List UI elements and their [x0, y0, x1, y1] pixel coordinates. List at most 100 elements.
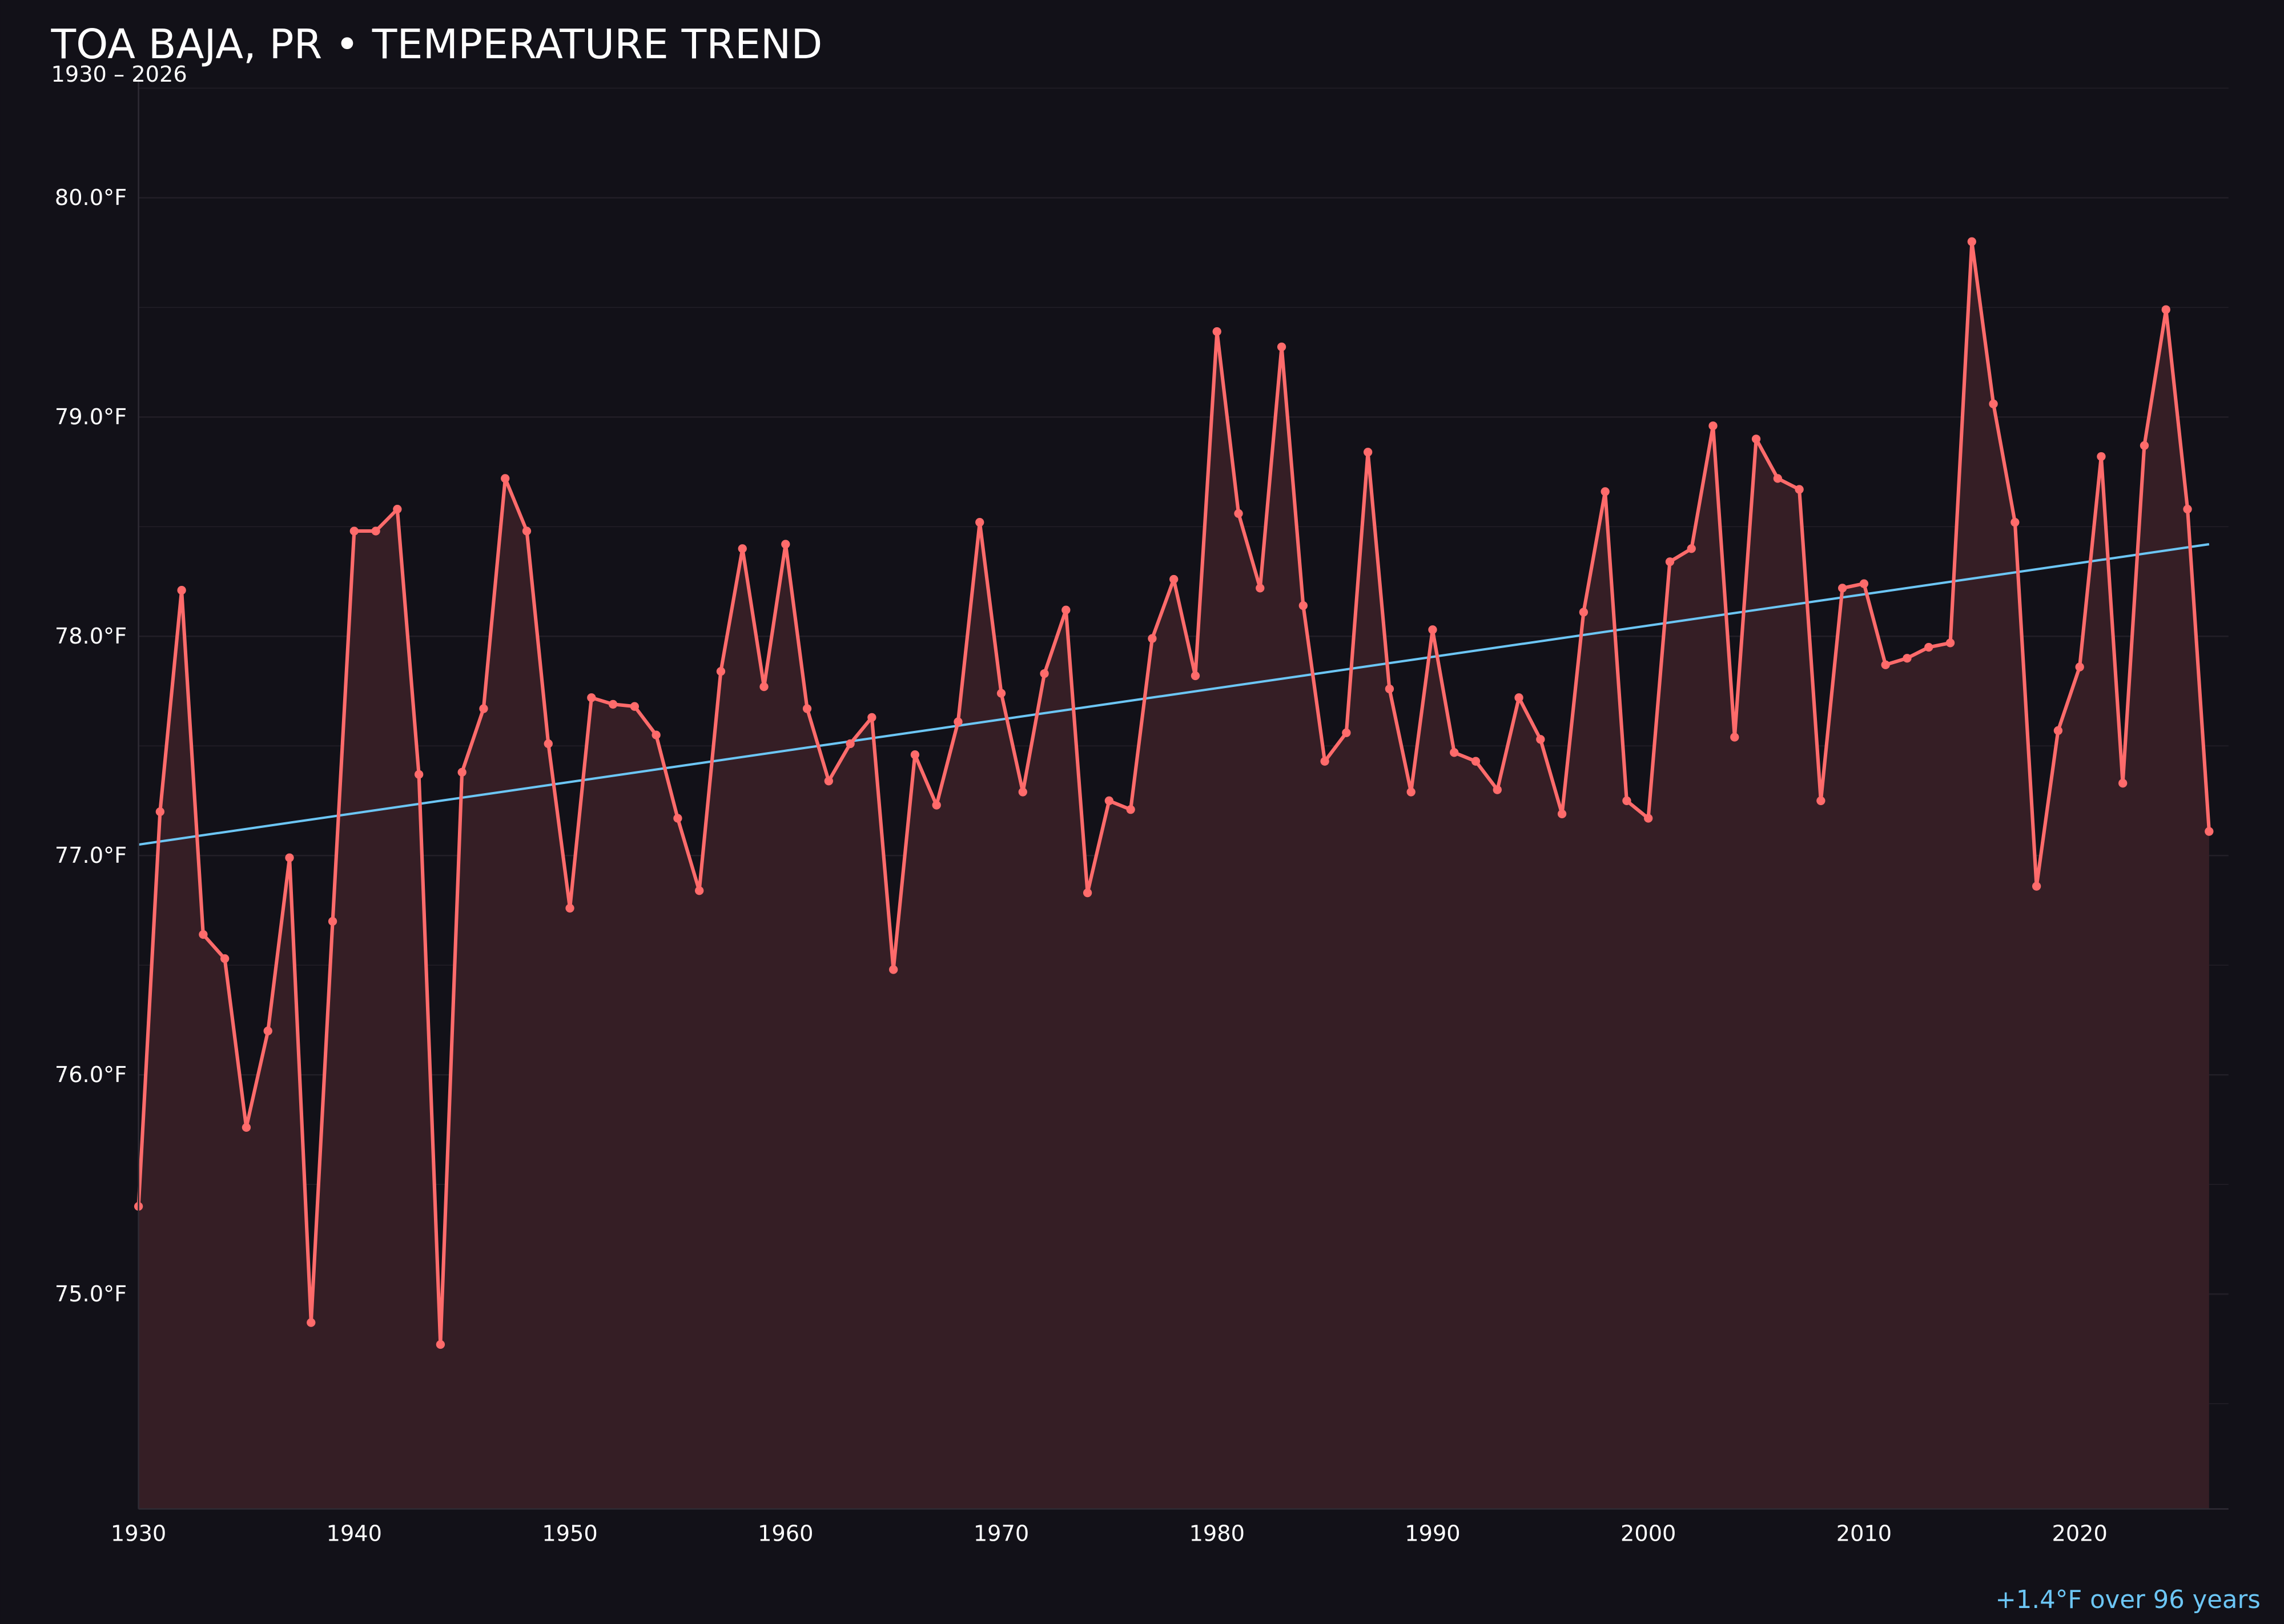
data-point — [414, 770, 424, 779]
data-point — [2010, 518, 2020, 527]
data-point — [652, 730, 661, 739]
data-point — [242, 1123, 251, 1132]
area-fill — [138, 242, 2209, 1509]
data-point — [1601, 487, 1610, 496]
data-point — [695, 886, 704, 895]
data-point — [2205, 827, 2214, 836]
data-point — [349, 526, 359, 536]
data-point — [781, 540, 790, 549]
data-point — [1040, 669, 1049, 678]
x-tick-label: 1940 — [327, 1521, 382, 1547]
data-point — [996, 689, 1006, 698]
x-tick-label: 1960 — [758, 1521, 813, 1547]
trend-line — [138, 543, 2210, 846]
y-tick-label: 79.0°F — [55, 404, 127, 430]
data-point — [1816, 796, 1825, 805]
y-tick-label: 78.0°F — [55, 624, 127, 649]
data-point — [1428, 625, 1437, 634]
data-point — [1061, 605, 1071, 614]
data-point — [1795, 485, 1804, 494]
data-point — [328, 916, 337, 926]
data-point — [1881, 660, 1890, 669]
y-tick-label: 75.0°F — [55, 1281, 127, 1307]
data-point — [1126, 805, 1135, 814]
data-point — [199, 930, 208, 939]
data-point — [608, 700, 618, 709]
data-point — [1169, 574, 1179, 584]
x-tick-label: 1980 — [1189, 1521, 1245, 1547]
data-point — [1471, 757, 1481, 766]
data-point — [285, 853, 294, 862]
data-point — [1773, 474, 1782, 483]
x-tick-label: 1970 — [974, 1521, 1029, 1547]
data-point — [1665, 557, 1675, 566]
chart-title: TOA BAJA, PR • TEMPERATURE TREND — [51, 21, 823, 68]
data-point — [1687, 544, 1696, 553]
data-point — [1751, 435, 1761, 444]
data-point — [716, 667, 726, 676]
data-point — [975, 518, 984, 527]
data-point — [673, 814, 682, 823]
data-point — [2053, 726, 2063, 735]
data-point — [954, 717, 963, 726]
data-point — [1493, 785, 1502, 794]
data-points — [134, 237, 2214, 1349]
data-point — [457, 767, 467, 777]
data-point — [759, 682, 769, 692]
data-point — [1967, 237, 1976, 246]
data-point — [1298, 601, 1308, 610]
data-point — [1730, 733, 1739, 742]
data-point — [565, 903, 574, 913]
data-point — [1083, 888, 1092, 898]
data-point — [1859, 579, 1869, 588]
data-point — [587, 693, 596, 702]
data-point — [1708, 421, 1718, 431]
x-tick-labels: 1930 1940 1950 1960 1970 1980 1990 2000 2010 2020 — [111, 1521, 2108, 1547]
data-point — [1450, 748, 1459, 757]
data-point — [824, 777, 833, 786]
data-point — [1945, 638, 1955, 648]
data-point — [177, 586, 186, 595]
data-point — [2183, 504, 2192, 514]
data-point — [1536, 735, 1545, 744]
data-point — [436, 1340, 445, 1349]
x-tick-label: 2020 — [2052, 1521, 2107, 1547]
x-tick-label: 1990 — [1405, 1521, 1460, 1547]
data-point — [738, 544, 747, 553]
data-point — [263, 1026, 272, 1036]
data-point — [1104, 796, 1114, 805]
x-tick-label: 1950 — [542, 1521, 597, 1547]
data-point — [1342, 728, 1351, 737]
data-point — [220, 954, 230, 963]
chart-subtitle: 1930 – 2026 — [51, 62, 187, 87]
data-point — [1514, 693, 1523, 702]
data-point — [2032, 882, 2041, 891]
data-point — [1903, 654, 1912, 663]
y-tick-labels: 75.0°F 76.0°F 77.0°F 78.0°F 79.0°F 80.0°F — [55, 185, 127, 1307]
data-point — [1838, 584, 1847, 593]
y-tick-label: 76.0°F — [55, 1062, 127, 1088]
data-point — [522, 526, 532, 536]
data-point — [1018, 787, 1027, 797]
y-tick-label: 80.0°F — [55, 185, 127, 211]
y-tick-label: 77.0°F — [55, 843, 127, 869]
data-point — [479, 704, 488, 713]
data-point — [1385, 684, 1394, 694]
trend-annotation: +1.4°F over 96 years — [1995, 1586, 2260, 1614]
data-point — [1212, 327, 1221, 336]
data-point — [1989, 399, 1998, 408]
data-point — [630, 702, 640, 711]
data-point — [544, 739, 553, 749]
x-tick-label: 1930 — [111, 1521, 166, 1547]
data-point — [371, 526, 380, 536]
data-point — [932, 801, 941, 810]
data-point — [1234, 509, 1243, 518]
data-point — [1924, 642, 1933, 652]
data-point — [1644, 814, 1653, 823]
data-point — [393, 504, 402, 514]
data-point — [2161, 305, 2170, 314]
data-point — [1579, 608, 1589, 617]
data-point — [155, 807, 165, 817]
data-point — [1148, 634, 1157, 643]
